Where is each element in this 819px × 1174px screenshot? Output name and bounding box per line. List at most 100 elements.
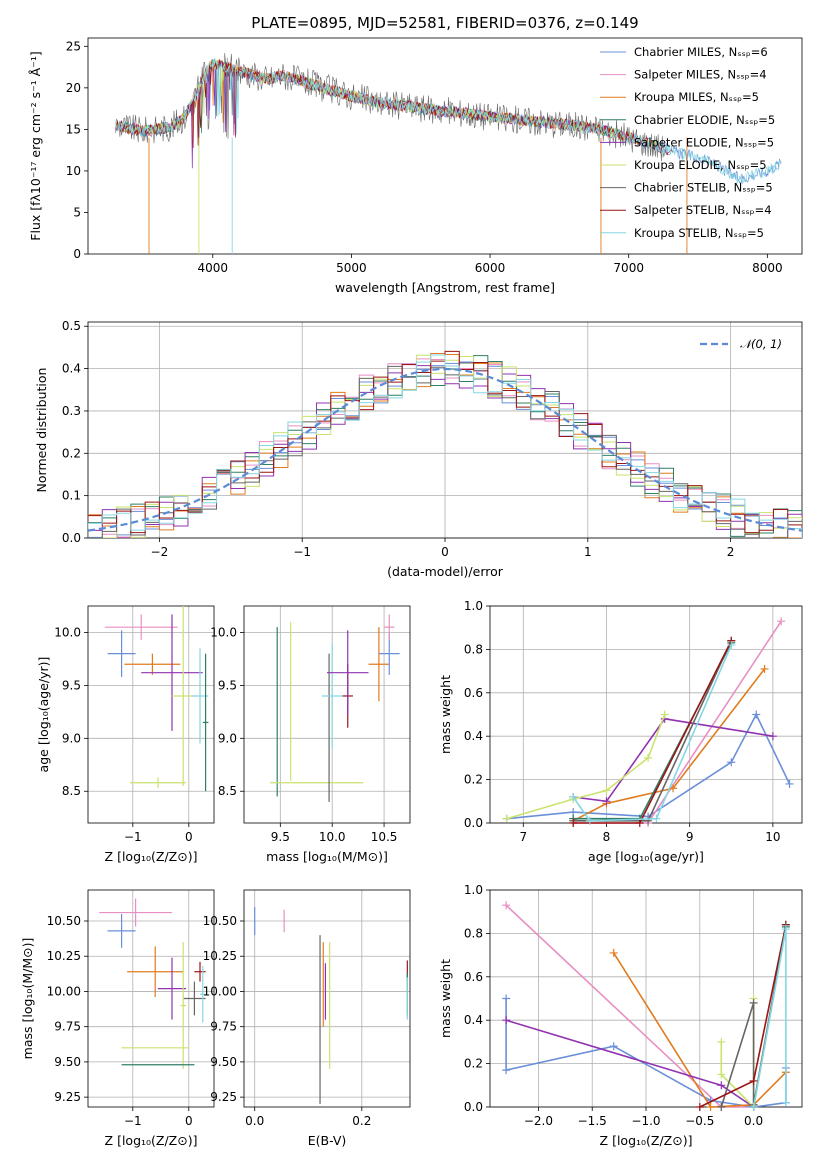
mass-weight-vs-metallicity-panel-ytick-label: 0.8 [464,926,483,940]
residual-histogram-panel-ytick-label: 0.5 [62,319,81,333]
age-vs-mass-panel-frame [243,605,411,824]
mass-weight-vs-metallicity-panel-ytick-label: 0.2 [464,1057,483,1071]
residual-histogram-panel-xtick-label: 2 [727,545,735,559]
spectrum-panel-xtick-label: 7000 [613,261,644,275]
spectrum-panel: 4000 5000 6000 7000 8000 0 5 10 15 20 25 wavelength… [28,37,803,295]
mass-vs-metallicity-panel-xtick-label: −1 [124,1114,142,1128]
series-point [717,1037,726,1046]
series-point [717,1070,726,1079]
series-point [502,814,511,823]
mass-vs-extinction-panel-ytick-label: 9.50 [210,1055,237,1069]
legend-entry: Chabrier ELODIE, Nₛₛₚ=5 [634,113,775,127]
legend-entry: Kroupa STELIB, Nₛₛₚ=5 [634,226,764,240]
series-point [502,901,511,910]
series-point [727,758,736,767]
mass-vs-metallicity-panel-ytick-label: 10.00 [47,984,81,998]
series-point [635,819,644,827]
figure-title: PLATE=0895, MJD=52581, FIBERID=0376, z=0… [251,14,638,32]
age-vs-metallicity-panel-xlabel: Z [log₁₀(Z/Z⊙)] [105,849,198,864]
series-point [502,994,511,1003]
series-line [572,644,733,822]
series-point [569,792,578,801]
age-vs-metallicity-panel-ylabel: age [log₁₀(age/yr)] [36,657,51,773]
age-vs-mass-panel-ytick-label: 10.0 [210,625,237,639]
mass-weight-vs-age-panel: 7 8 9 10 0.0 0.2 0.4 0.6 0.8 1.0 age [log₁₀(age/yr… [438,599,803,864]
series-point [749,998,758,1007]
age-vs-mass-panel-ytick-label: 9.0 [218,731,237,745]
legend-entry: Kroupa ELODIE, Nₛₛₚ=5 [634,158,767,172]
mass-weight-vs-metallicity-panel-ylabel: mass weight [438,959,453,1038]
normal-curve [87,367,803,532]
mass-weight-vs-metallicity-panel-xtick-label: 0.0 [744,1114,763,1128]
series-point [706,1103,715,1111]
age-vs-metallicity-panel: −1 0 8.5 9.0 9.5 10.0 Z [log₁₀(Z/Z⊙)] age [log₁… [36,605,215,864]
spectrum-panel-ytick-label: 5 [73,205,81,219]
legend-entry: 𝒩(0, 1) [740,337,782,351]
mass-weight-vs-age-panel-ytick-label: 0.2 [464,773,483,787]
series-point [727,641,736,650]
legend-entry: Chabrier STELIB, Nₛₛₚ=5 [634,181,773,195]
series-point [785,779,794,788]
mass-vs-extinction-panel-ytick-label: 10.25 [203,949,237,963]
mass-vs-extinction-panel-ytick-label: 9.75 [210,1020,237,1034]
spectrum-panel-ytick-label: 0 [73,247,81,261]
mass-weight-vs-age-panel-xtick-label: 8 [603,830,611,844]
hist-series-step [88,354,802,538]
age-vs-mass-panel-xtick-label: 9.5 [271,830,290,844]
spectrum-panel-xtick-label: 4000 [198,261,229,275]
mass-weight-vs-age-panel-xtick-label: 7 [519,830,527,844]
series-point [760,664,769,673]
series-point [609,948,618,957]
series-line [506,712,791,820]
mass-vs-metallicity-panel: −1 0 9.25 9.50 9.75 10.00 10.25 10.50 Z [log₁₀(Z… [20,889,215,1148]
age-vs-mass-panel-ytick-label: 9.5 [218,678,237,692]
series-point [695,1103,704,1111]
spectrum-panel-xtick-label: 5000 [336,261,367,275]
series-point [752,710,761,719]
mass-weight-vs-age-panel-xtick-label: 10 [765,830,780,844]
series-point [660,710,669,719]
mass-weight-vs-metallicity-panel: −2.0 −1.5 −1.0 −0.5 0.0 0.0 0.2 0.4 0.6 0.8 1.0 Z [… [438,883,803,1148]
mass-vs-metallicity-panel-ytick-label: 10.25 [47,949,81,963]
residual-histogram-panel-ytick-label: 0.1 [62,489,81,503]
residual-histogram-panel-xtick-label: 0 [441,545,449,559]
residual-histogram-panel-ylabel: Normed distribution [34,368,49,493]
mass-vs-metallicity-panel-ylabel: mass [log₁₀(M/M⊙)] [20,938,35,1060]
legend-entry: Salpeter MILES, Nₛₛₚ=4 [634,68,767,82]
mass-weight-vs-age-panel-ylabel: mass weight [438,675,453,754]
age-vs-metallicity-panel-ytick-label: 9.0 [62,731,81,745]
mass-weight-vs-metallicity-panel-ytick-label: 0.0 [464,1100,483,1114]
legend-entry: Salpeter ELODIE, Nₛₛₚ=5 [634,135,774,149]
spectrum-panel-ytick-label: 15 [66,122,81,136]
residual-histogram-panel-ytick-label: 0.0 [62,531,81,545]
residual-histogram-panel-ytick-label: 0.3 [62,404,81,418]
age-vs-mass-panel: 9.5 10.0 10.5 8.5 9.0 9.5 10.0 mass [log₁₀(M/M⊙… [210,605,411,864]
legend-entry: Kroupa MILES, Nₛₛₚ=5 [634,90,759,104]
series-line [573,717,774,803]
series-line [572,668,766,822]
series-point [781,925,790,934]
mass-vs-metallicity-panel-xtick-label: 0 [185,1114,193,1128]
age-vs-mass-panel-xtick-label: 10.0 [319,830,346,844]
mass-vs-metallicity-panel-ytick-label: 9.25 [54,1090,81,1104]
spectrum-series-line [115,58,782,185]
spectrum-panel-ytick-label: 25 [66,39,81,53]
mass-vs-metallicity-panel-ytick-label: 10.50 [47,914,81,928]
mass-weight-vs-age-panel-ytick-label: 0.8 [464,642,483,656]
residual-histogram-panel: −2 −1 0 1 2 0.0 0.1 0.2 0.3 0.4 0.5 (data-model)/er… [34,319,803,579]
mass-weight-vs-age-panel-ytick-label: 1.0 [464,599,483,613]
mass-vs-extinction-panel-ytick-label: 10.00 [203,984,237,998]
series-point [569,819,578,827]
mass-vs-extinction-panel-xtick-label: 0.2 [352,1114,371,1128]
legend-entry: Salpeter STELIB, Nₛₛₚ=4 [634,203,772,217]
mass-vs-metallicity-panel-ytick-label: 9.50 [54,1055,81,1069]
mass-weight-vs-age-panel-ytick-label: 0.6 [464,686,483,700]
series-line [506,714,666,820]
spectrum-panel-xlabel: wavelength [Angstrom, rest frame] [335,280,555,295]
mass-vs-extinction-panel-ytick-label: 9.25 [210,1090,237,1104]
series-point [502,1016,511,1025]
series-point [749,1103,758,1111]
residual-histogram-panel-ytick-label: 0.4 [62,362,81,376]
mass-weight-vs-age-panel-xlabel: age [log₁₀(age/yr)] [588,849,704,864]
spectrum-panel-xtick-label: 8000 [752,261,783,275]
